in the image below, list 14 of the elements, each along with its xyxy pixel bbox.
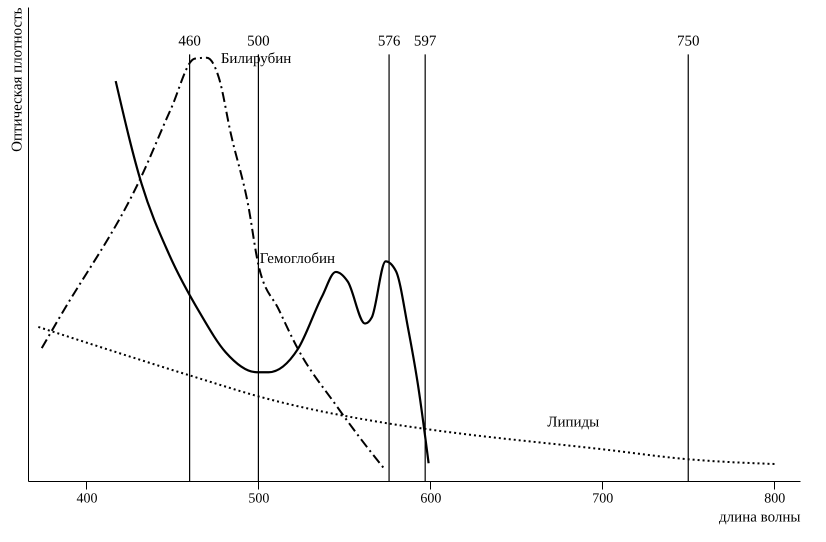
x-tick-label: 700 xyxy=(592,492,614,506)
ref-line-label: 576 xyxy=(378,33,401,50)
ref-line-label: 500 xyxy=(247,33,270,50)
series-label: Липиды xyxy=(547,414,600,430)
ref-line-label: 460 xyxy=(178,33,201,50)
x-tick-label: 800 xyxy=(764,492,786,506)
series-label: Гемоглобин xyxy=(260,250,336,267)
x-axis-title: длина волны xyxy=(719,510,800,526)
ref-line-label: 597 xyxy=(414,33,437,50)
ref-line-label: 750 xyxy=(676,33,700,50)
x-tick-label: 400 xyxy=(76,492,98,506)
x-tick-label: 600 xyxy=(420,492,442,506)
x-tick-label: 500 xyxy=(248,492,270,506)
y-axis-title: Оптическая плотность xyxy=(10,7,26,152)
